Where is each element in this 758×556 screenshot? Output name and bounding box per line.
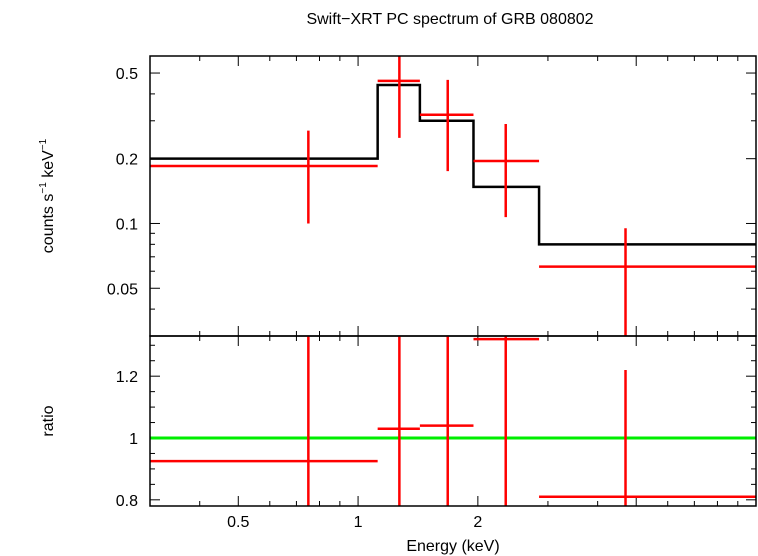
y-tick-label: 1.2 <box>116 369 138 386</box>
top-ytick-labels: 0.5 0.2 0.1 0.05 <box>107 66 138 298</box>
bottom-data <box>150 336 756 506</box>
y-tick-label: 0.2 <box>116 152 138 169</box>
bottom-panel: 1.2 1 0.8 0.5 1 2 ratio Energy (keV) <box>40 335 757 555</box>
y-axis-label-counts: counts s−1 keV−1 <box>38 138 57 253</box>
y-tick-label: 1 <box>129 431 138 448</box>
bottom-frame <box>149 335 757 507</box>
bottom-gridticks <box>149 336 756 506</box>
top-model <box>150 83 756 246</box>
bottom-ytick-labels: 1.2 1 0.8 <box>116 369 138 510</box>
x-tick-label: 2 <box>473 514 482 531</box>
top-frame <box>149 55 757 337</box>
x-tick-label: 0.5 <box>227 514 249 531</box>
x-tick-label: 1 <box>354 514 363 531</box>
y-tick-label: 0.1 <box>116 216 138 233</box>
y-tick-label: 0.8 <box>116 493 138 510</box>
model-step-line <box>150 83 756 246</box>
ylabel-sup2: −1 <box>38 138 49 150</box>
top-panel: 0.50.20.10.05 counts s−1 keV−1 <box>38 55 757 337</box>
ylabel-main: counts s <box>40 194 57 254</box>
top-gridticks <box>149 55 756 337</box>
x-tick-labels: 0.5 1 2 <box>227 514 482 531</box>
chart-title: Swift−XRT PC spectrum of GRB 080802 <box>306 11 593 28</box>
ylabel-mid: keV <box>40 150 57 182</box>
y-tick-label: 0.05 <box>107 281 138 298</box>
y-tick-label: 0.5 <box>116 66 138 83</box>
ylabel-sup1: −1 <box>38 182 49 194</box>
top-data <box>150 56 756 336</box>
y-axis-label-ratio: ratio <box>40 405 57 436</box>
x-axis-label: Energy (keV) <box>406 538 499 555</box>
